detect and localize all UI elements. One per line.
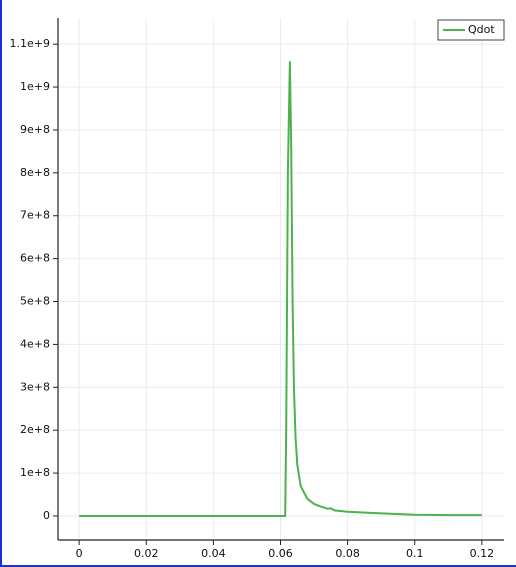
y-tick-label: 4e+8: [20, 337, 50, 350]
y-tick-label: 8e+8: [20, 166, 50, 179]
grid: [58, 18, 504, 540]
y-tick-label: 1.1e+9: [10, 37, 50, 50]
x-tick-label: 0.06: [268, 547, 293, 560]
data-line: [79, 61, 482, 517]
legend-label: Qdot: [468, 23, 495, 36]
y-tick-label: 2e+8: [20, 423, 50, 436]
y-tick-label: 1e+9: [20, 80, 50, 93]
x-tick-label: 0: [76, 547, 83, 560]
x-tick-label: 0.04: [201, 547, 226, 560]
y-tick-label: 6e+8: [20, 252, 50, 265]
y-tick-label: 5e+8: [20, 295, 50, 308]
x-tick-label: 0.02: [134, 547, 159, 560]
y-tick-label: 0: [43, 509, 50, 522]
y-tick-label: 1e+8: [20, 466, 50, 479]
y-tick-label: 7e+8: [20, 209, 50, 222]
x-tick-label: 0.1: [406, 547, 424, 560]
y-tick-label: 3e+8: [20, 380, 50, 393]
legend: Qdot: [437, 19, 505, 41]
y-tick-label: 9e+8: [20, 123, 50, 136]
x-tick-label: 0.08: [335, 547, 360, 560]
legend-box: [437, 19, 505, 41]
x-tick-label: 0.12: [470, 547, 495, 560]
